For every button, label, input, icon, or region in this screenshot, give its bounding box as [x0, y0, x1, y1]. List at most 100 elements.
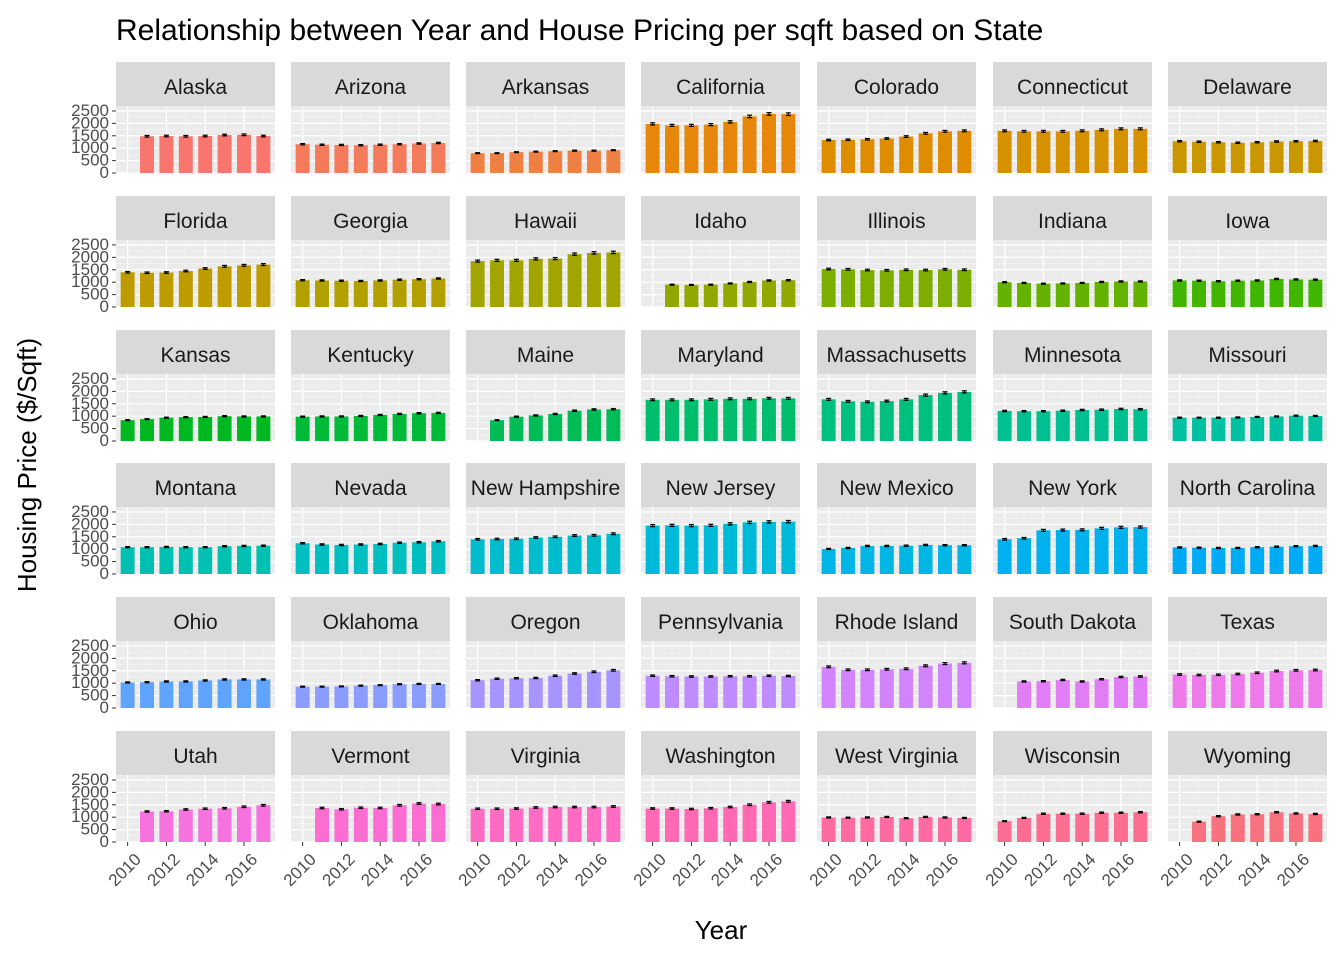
- bar: [1055, 679, 1070, 708]
- y-tick-label: 500: [81, 686, 109, 705]
- bar: [606, 670, 621, 708]
- plot-background: [116, 507, 275, 574]
- bar: [178, 417, 193, 441]
- x-tick-label: 2010: [1157, 850, 1197, 890]
- plot-background: [466, 240, 625, 307]
- facet-label: California: [676, 76, 765, 99]
- bar: [1211, 281, 1226, 307]
- bar: [198, 680, 213, 708]
- facet-strip: [817, 463, 976, 507]
- bar: [1113, 128, 1128, 173]
- facet-panel: Massachusetts: [817, 330, 976, 442]
- bar: [997, 130, 1012, 173]
- bar: [1192, 547, 1207, 574]
- bar: [256, 264, 271, 307]
- facet-strip: [116, 731, 275, 775]
- bar: [548, 536, 563, 574]
- bar: [334, 544, 349, 574]
- bar: [198, 136, 213, 173]
- facet-panel: Virginia: [466, 731, 625, 843]
- bar: [1094, 129, 1109, 173]
- bar: [684, 125, 699, 173]
- bar: [918, 395, 933, 441]
- bar: [140, 136, 155, 173]
- bar: [586, 807, 601, 842]
- facet-label: Florida: [163, 210, 228, 233]
- bar: [684, 676, 699, 708]
- bar: [937, 817, 952, 842]
- facet-panel: New Mexico: [817, 463, 976, 575]
- bar: [645, 808, 660, 842]
- y-tick-label: 1500: [71, 126, 109, 145]
- y-tick-label: 1500: [71, 661, 109, 680]
- facet-panel: Minnesota: [993, 330, 1152, 442]
- bar: [1036, 283, 1051, 307]
- bar: [217, 679, 232, 708]
- bar: [684, 399, 699, 441]
- x-tick-label: 2012: [144, 850, 184, 890]
- x-tick-label: 2010: [982, 850, 1022, 890]
- bar: [899, 545, 914, 574]
- bar: [392, 144, 407, 173]
- plot-background: [466, 641, 625, 708]
- bar: [1308, 279, 1323, 307]
- facet-label: Maryland: [677, 344, 763, 367]
- bar: [918, 544, 933, 574]
- plot-background: [291, 775, 450, 842]
- y-axes: 0500100015002000250005001000150020002500…: [71, 101, 116, 851]
- plot-background: [817, 374, 976, 441]
- bar: [918, 665, 933, 708]
- facet-strip: [993, 196, 1152, 240]
- bar: [236, 265, 251, 307]
- bar: [821, 666, 836, 708]
- bar: [1269, 671, 1284, 708]
- bar: [567, 150, 582, 173]
- x-tick-label: 2016: [396, 850, 436, 890]
- facet-panel: Oklahoma: [291, 597, 450, 709]
- y-tick-label: 1000: [71, 807, 109, 826]
- bar: [1269, 546, 1284, 574]
- bar: [761, 802, 776, 842]
- bar: [606, 806, 621, 842]
- bar: [256, 136, 271, 173]
- bar: [528, 677, 543, 708]
- bar: [860, 401, 875, 441]
- bar: [178, 809, 193, 842]
- facet-strip: [466, 597, 625, 641]
- plot-background: [641, 775, 800, 842]
- bar: [140, 547, 155, 574]
- bar: [899, 668, 914, 708]
- bar: [548, 675, 563, 708]
- bar: [918, 816, 933, 842]
- y-tick-label: 500: [81, 552, 109, 571]
- facet-strip: [1168, 196, 1327, 240]
- bar: [411, 683, 426, 708]
- facet-panel: Connecticut: [993, 62, 1152, 174]
- bar: [841, 269, 856, 307]
- facet-label: Alaska: [164, 76, 227, 99]
- plot-background: [993, 240, 1152, 307]
- bar: [997, 821, 1012, 842]
- facet-label: Georgia: [333, 210, 408, 233]
- bar: [1308, 670, 1323, 708]
- bar: [997, 282, 1012, 307]
- bar: [684, 525, 699, 574]
- x-tick-label: 2012: [494, 850, 534, 890]
- bar: [392, 542, 407, 574]
- bar: [742, 676, 757, 708]
- bar: [373, 543, 388, 574]
- facet-panel: Kentucky: [291, 330, 450, 442]
- bar: [1230, 417, 1245, 441]
- bar: [645, 123, 660, 173]
- facet-strip: [291, 330, 450, 374]
- bar: [411, 143, 426, 173]
- bar: [1288, 813, 1303, 842]
- bar: [159, 811, 174, 842]
- bar: [470, 153, 485, 173]
- bar: [841, 547, 856, 574]
- y-tick-label: 2000: [71, 247, 109, 266]
- bar: [957, 545, 972, 574]
- facet-strip: [466, 330, 625, 374]
- facet-panel: Maryland: [641, 330, 800, 442]
- bar: [703, 676, 718, 708]
